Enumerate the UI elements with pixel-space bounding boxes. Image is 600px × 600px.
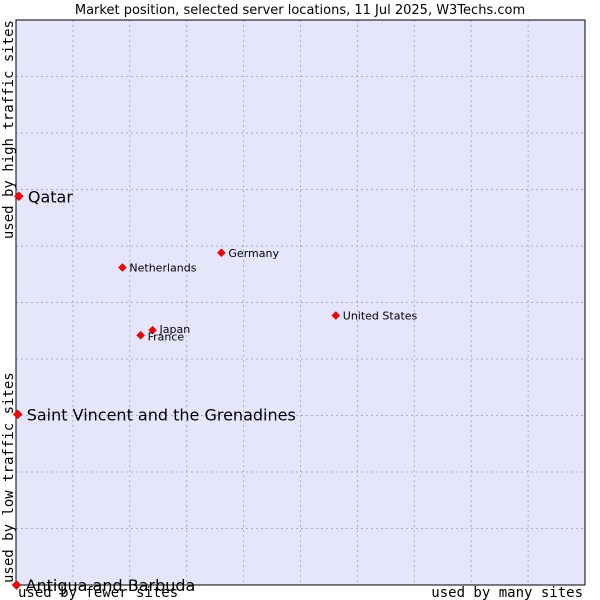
point-netherlands: Netherlands [118, 261, 197, 274]
point-saint-vincent-and-the-grenadines: Saint Vincent and the Grenadines [12, 405, 296, 424]
point-qatar: Qatar [13, 187, 73, 206]
plot-area: Qatar Saint Vincent and the Grenadines Ant… [11, 19, 586, 595]
label-united-states: United States [343, 309, 418, 322]
marker-japan [148, 325, 157, 335]
label-germany: Germany [228, 247, 279, 260]
label-japan: Japan [159, 323, 191, 336]
y-axis-label-top: used by high traffic sites [1, 20, 17, 239]
marker-antigua-and-barbuda [11, 580, 22, 590]
plot-border [15, 19, 586, 586]
point-united-states: United States [331, 309, 418, 322]
y-axis-label-bottom: used by low traffic sites [1, 372, 17, 583]
marker-netherlands [118, 263, 127, 272]
point-antigua-and-barbuda: Antigua and Barbuda [11, 576, 196, 595]
x-axis-label-right: used by many sites [431, 585, 583, 600]
marker-qatar [13, 191, 24, 202]
marker-united-states [331, 311, 341, 320]
x-axis-label-left: used by fewer sites [18, 585, 178, 600]
label-saint-vincent-and-the-grenadines: Saint Vincent and the Grenadines [27, 405, 296, 424]
label-antigua-and-barbuda: Antigua and Barbuda [26, 576, 196, 595]
point-france: France [136, 330, 185, 343]
label-netherlands: Netherlands [129, 261, 196, 274]
label-qatar: Qatar [28, 187, 73, 206]
point-germany: Germany [217, 247, 279, 260]
marker-saint-vincent-and-the-grenadines [12, 409, 23, 420]
marker-germany [217, 248, 226, 258]
marker-france [136, 330, 145, 340]
label-france: France [148, 330, 185, 343]
chart-title: Market position, selected server locatio… [75, 3, 525, 18]
point-japan: Japan [148, 323, 191, 336]
